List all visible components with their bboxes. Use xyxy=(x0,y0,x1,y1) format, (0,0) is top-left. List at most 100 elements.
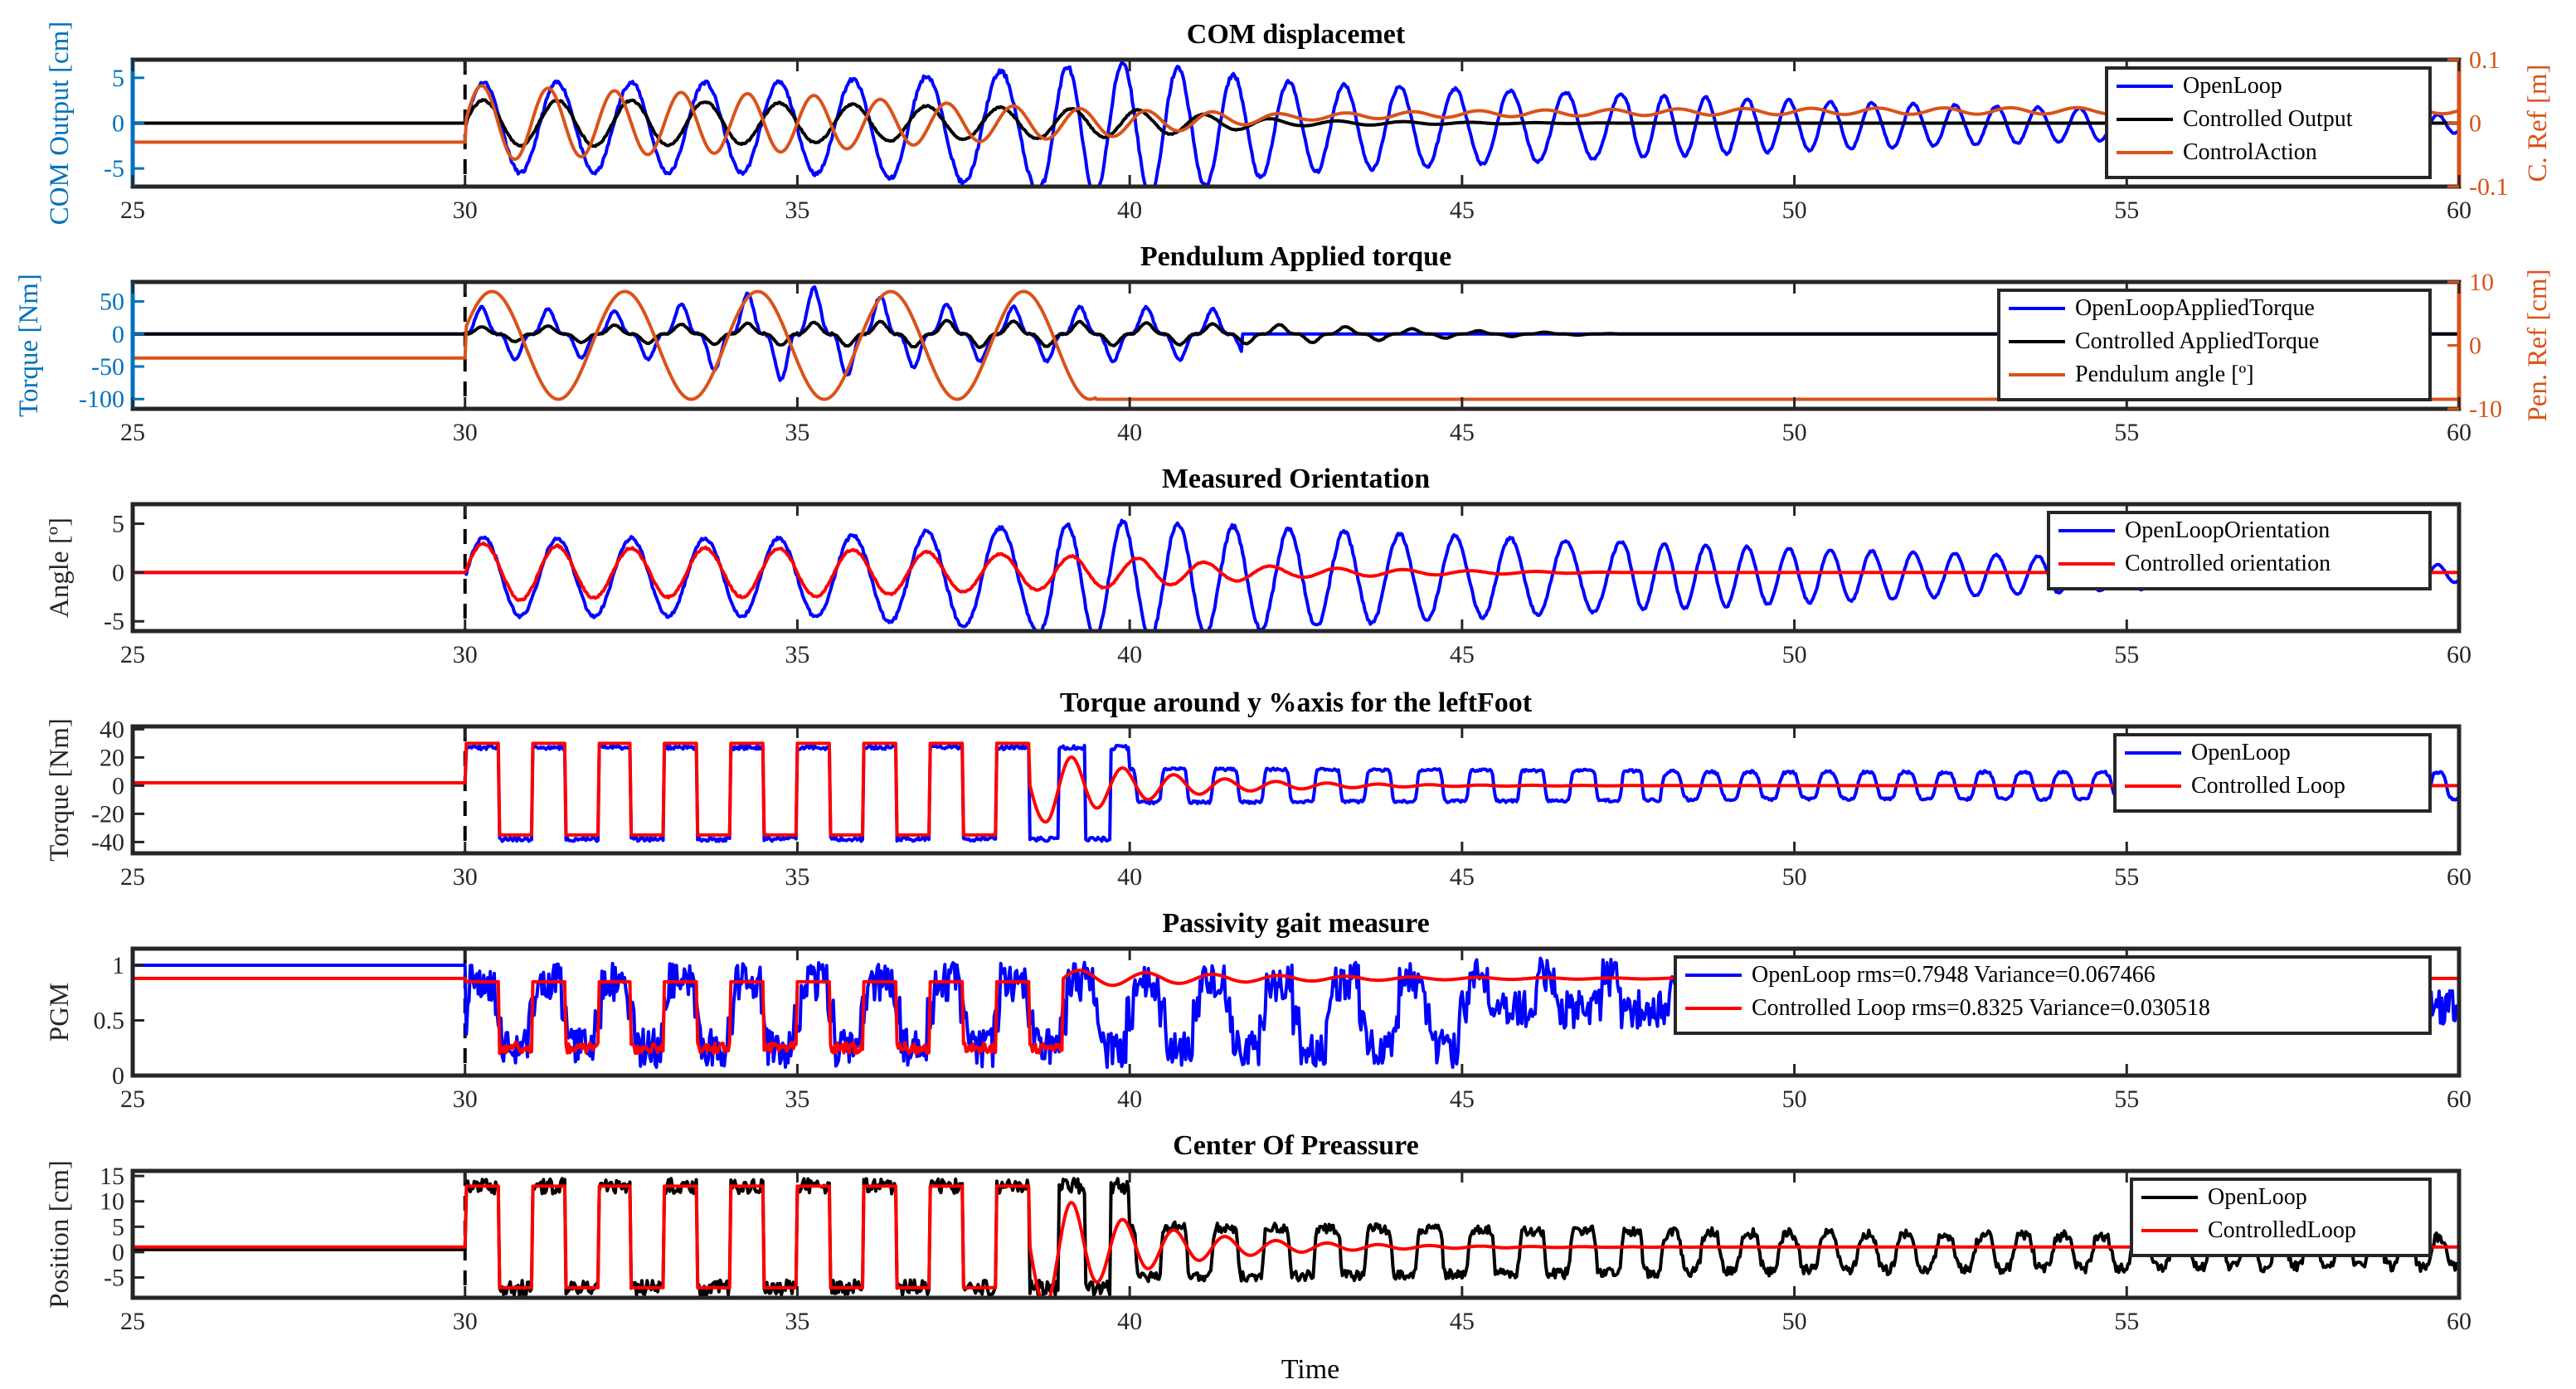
x-tick-label: 30 xyxy=(453,1085,478,1113)
legend-entry: ControlledLoop xyxy=(2208,1217,2356,1243)
series-line-controlled-loop xyxy=(133,741,2458,837)
x-tick-label: 45 xyxy=(1450,197,1475,224)
x-tick-label: 40 xyxy=(1117,1085,1142,1113)
x-tick-label: 40 xyxy=(1117,641,1142,668)
legend: OpenLoopOrientation Controlled orientatio… xyxy=(2047,511,2432,590)
x-tick-label: 35 xyxy=(785,1085,809,1113)
legend: OpenLoopAppliedTorque Controlled AppliedT… xyxy=(1997,289,2432,401)
x-tick-label: 25 xyxy=(120,863,145,891)
x-tick-label: 25 xyxy=(120,419,145,446)
y-tick-label: 0 xyxy=(112,1062,124,1090)
y-tick-label: 0 xyxy=(112,772,124,799)
x-tick-label: 40 xyxy=(1117,197,1142,224)
y-tick-label: -5 xyxy=(104,155,124,182)
x-tick-label: 50 xyxy=(1782,1085,1807,1113)
x-tick-label: 55 xyxy=(2114,1085,2139,1113)
y-right-tick-label: 0 xyxy=(2469,110,2481,138)
y-tick-label: -50 xyxy=(91,353,124,381)
x-tick-label: 55 xyxy=(2114,419,2139,446)
y-axis-label: COM Output [cm] xyxy=(45,22,75,226)
y-axis-label: Angle [º] xyxy=(45,517,75,618)
y-right-axis-label: Pen. Ref [cm] xyxy=(2523,269,2553,421)
x-tick-label: 30 xyxy=(453,1308,478,1335)
y-tick-label: 0 xyxy=(112,1239,124,1266)
y-right-tick-label: -0.1 xyxy=(2469,173,2509,201)
y-tick-label: -5 xyxy=(104,608,124,635)
legend: OpenLoop rms=0.7948 Variance=0.067466 Con… xyxy=(1674,955,2432,1035)
chart-title: Torque around y %axis for the leftFoot xyxy=(1060,687,1533,718)
x-tick-label: 45 xyxy=(1450,641,1475,668)
series-line-controlled-output xyxy=(133,98,2458,148)
series-line-openloop xyxy=(133,744,2459,843)
x-tick-label: 55 xyxy=(2114,197,2139,224)
y-right-axis-label: C. Ref [m] xyxy=(2523,64,2553,182)
legend-entry: Controlled AppliedTorque xyxy=(2075,328,2319,354)
chart-panel-5: 25 30 35 40 45 50 55 60 0 0.5 1 PGM Passivity gait m… xyxy=(45,908,2472,1113)
y-right-tick-label: 10 xyxy=(2469,269,2494,296)
y-tick-label: 0 xyxy=(112,321,124,348)
y-tick-label: 5 xyxy=(112,1213,124,1241)
legend-entry: Controlled orientation xyxy=(2125,551,2331,576)
x-tick-label: 60 xyxy=(2447,1085,2472,1113)
y-tick-label: 0.5 xyxy=(94,1007,125,1034)
y-tick-label: -20 xyxy=(91,800,124,828)
x-tick-label: 50 xyxy=(1782,641,1807,668)
x-tick-label: 55 xyxy=(2114,641,2139,668)
x-tick-label: 60 xyxy=(2447,197,2472,224)
y-right-tick-label: 0.1 xyxy=(2469,46,2501,74)
x-tick-label: 25 xyxy=(120,1085,145,1113)
y-right-tick-label: 0 xyxy=(2469,333,2481,360)
chart-title: COM displacemet xyxy=(1187,19,1406,50)
legend-entry: Controlled Loop rms=0.8325 Variance=0.03… xyxy=(1752,995,2210,1021)
y-axis-label: Position [cm] xyxy=(45,1160,75,1309)
x-tick-label: 40 xyxy=(1117,1308,1142,1335)
x-tick-label: 45 xyxy=(1450,863,1475,891)
legend-entry: OpenLoop xyxy=(2191,740,2291,765)
y-tick-label: -5 xyxy=(104,1265,124,1292)
x-tick-label: 40 xyxy=(1117,863,1142,891)
y-tick-label: 1 xyxy=(112,952,124,979)
x-tick-label: 55 xyxy=(2114,1308,2139,1335)
y-right-tick-label: -10 xyxy=(2469,396,2502,423)
y-tick-label: 10 xyxy=(100,1188,124,1216)
axes-box xyxy=(130,724,2462,856)
x-tick-label: 25 xyxy=(120,1308,145,1335)
x-tick-label: 25 xyxy=(120,197,145,224)
chart-panel-1: 25 30 35 40 45 50 55 60 -5 0 5 -0.1 0 0.1 C. Ref [m] CO… xyxy=(45,19,2553,225)
x-tick-label: 45 xyxy=(1450,1085,1475,1113)
x-tick-label: 60 xyxy=(2447,863,2472,891)
chart-title: Passivity gait measure xyxy=(1162,908,1429,939)
legend-entry: OpenLoop xyxy=(2183,73,2282,99)
legend-entry: OpenLoop xyxy=(2208,1184,2307,1210)
legend-entry: Pendulum angle [º] xyxy=(2075,362,2254,387)
y-tick-label: 20 xyxy=(100,744,124,771)
y-tick-label: 40 xyxy=(100,716,124,743)
legend-entry: Controlled Output xyxy=(2183,106,2353,132)
x-tick-label: 50 xyxy=(1782,197,1807,224)
legend: OpenLoop ControlledLoop xyxy=(2130,1178,2432,1257)
x-tick-label: 60 xyxy=(2447,641,2472,668)
x-tick-label: 55 xyxy=(2114,863,2139,891)
chart-title: Pendulum Applied torque xyxy=(1140,241,1451,272)
y-axis-label: PGM xyxy=(45,983,75,1042)
x-tick-label: 60 xyxy=(2447,419,2472,446)
x-tick-label: 45 xyxy=(1450,1308,1475,1335)
x-tick-label: 60 xyxy=(2447,1308,2472,1335)
legend-entry: OpenLoopOrientation xyxy=(2125,517,2330,543)
y-tick-label: 5 xyxy=(112,65,124,92)
x-tick-label: 35 xyxy=(785,863,809,891)
legend: OpenLoop Controlled Loop xyxy=(2113,733,2432,813)
x-tick-label: 30 xyxy=(453,419,478,446)
x-tick-label: 35 xyxy=(785,1308,809,1335)
x-tick-label: 50 xyxy=(1782,1308,1807,1335)
y-axis-label: Torque [Nm] xyxy=(45,718,75,862)
x-tick-label: 30 xyxy=(453,641,478,668)
chart-panel-3: 25 30 35 40 45 50 55 60 -5 0 5 Angle [º] Measured Or… xyxy=(45,464,2472,668)
legend-entry: ControlAction xyxy=(2183,139,2317,165)
y-tick-label: 0 xyxy=(112,559,124,586)
x-axis-label: Time xyxy=(1281,1354,1340,1385)
legend-entry: OpenLoop rms=0.7948 Variance=0.067466 xyxy=(1752,962,2156,988)
